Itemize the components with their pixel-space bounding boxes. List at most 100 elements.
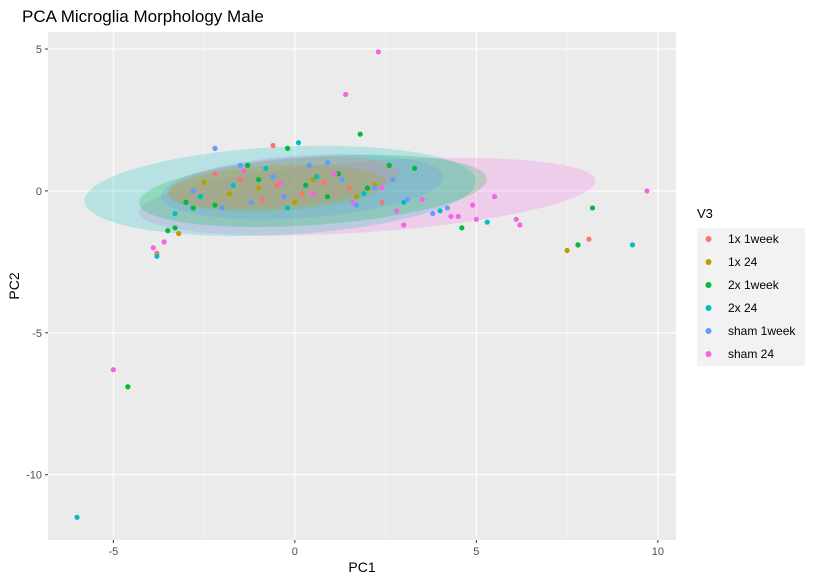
point-2x-1week	[575, 242, 581, 248]
point-sham-24	[491, 194, 498, 200]
point-1x-24	[310, 176, 316, 183]
point-2x-1week	[303, 182, 309, 188]
point-2x-24	[295, 140, 302, 146]
legend-label: 2x 24	[728, 301, 758, 315]
point-sham-24	[517, 222, 523, 228]
x-tick-label: 0	[292, 546, 298, 558]
x-axis-title: PC1	[348, 559, 375, 575]
legend-label: sham 1week	[728, 324, 796, 338]
point-1x-1week	[274, 182, 280, 188]
point-1x-1week	[321, 179, 327, 186]
point-1x-1week	[379, 199, 385, 205]
legend: V3 1x 1week 1x 24 2x 1week 2x 24 sham 1week s…	[697, 206, 805, 366]
point-sham-24	[379, 185, 385, 191]
point-2x-1week	[190, 205, 196, 211]
point-1x-24	[255, 185, 262, 191]
point-sham-24	[350, 199, 356, 205]
point-sham-1week	[212, 145, 218, 151]
point-2x-24	[230, 182, 236, 188]
confidence-ellipses	[84, 145, 596, 237]
point-sham-24	[343, 91, 349, 98]
point-2x-24	[361, 191, 367, 197]
point-2x-1week	[183, 199, 189, 205]
point-1x-24	[564, 247, 570, 254]
chart-title: PCA Microglia Morphology Male	[22, 7, 264, 26]
legend-swatch	[705, 328, 712, 334]
point-1x-1week	[212, 171, 218, 177]
point-sham-24	[473, 216, 479, 222]
y-tick-label: -5	[32, 328, 42, 340]
point-2x-24	[74, 514, 80, 520]
point-sham-24	[277, 179, 283, 186]
plot-panel	[48, 32, 676, 540]
point-sham-1week	[248, 199, 254, 205]
x-tick-label: 5	[473, 546, 479, 558]
point-2x-24	[401, 199, 407, 205]
point-sham-24	[150, 245, 156, 251]
ellipse-sham-24	[139, 157, 596, 236]
point-sham-24	[393, 208, 400, 214]
point-sham-1week	[237, 162, 243, 168]
point-2x-24	[154, 253, 160, 259]
point-sham-24	[375, 49, 381, 55]
point-sham-24	[644, 188, 650, 194]
point-sham-1week	[353, 202, 360, 208]
legend-title: V3	[697, 206, 713, 221]
point-2x-24	[263, 165, 269, 171]
point-sham-1week	[324, 159, 331, 166]
legend-swatch	[705, 259, 712, 265]
point-2x-24	[484, 219, 490, 225]
point-sham-1week	[219, 205, 225, 211]
point-1x-24	[226, 191, 233, 197]
point-sham-24	[332, 171, 338, 177]
point-sham-24	[241, 168, 247, 174]
point-1x-1week	[299, 191, 305, 197]
point-2x-1week	[172, 225, 178, 231]
point-2x-1week	[459, 225, 465, 231]
point-2x-24	[437, 208, 443, 214]
x-tick-label: -5	[108, 546, 118, 558]
point-sham-1week	[339, 176, 345, 183]
point-sham-1week	[390, 176, 396, 183]
point-sham-1week	[444, 205, 450, 211]
legend-swatch	[705, 236, 712, 242]
point-2x-24	[172, 211, 178, 217]
point-sham-24	[161, 239, 167, 245]
legend-label: sham 24	[728, 347, 774, 361]
point-1x-1week	[346, 185, 352, 191]
point-sham-1week	[190, 188, 196, 194]
y-tick-label: 0	[36, 186, 42, 198]
point-sham-1week	[270, 174, 276, 180]
point-1x-24	[353, 194, 360, 200]
point-2x-1week	[357, 131, 363, 137]
point-sham-24	[401, 222, 407, 228]
point-sham-24	[110, 367, 116, 373]
y-axis-title: PC2	[6, 272, 22, 299]
point-sham-24	[310, 191, 316, 197]
point-1x-24	[292, 199, 298, 205]
ellipse-1x-1week	[168, 156, 400, 209]
ellipse-2x-1week	[139, 154, 487, 228]
point-2x-24	[629, 242, 636, 248]
point-2x-1week	[284, 145, 291, 151]
point-sham-1week	[281, 194, 287, 200]
grid-lines	[48, 32, 676, 540]
legend-label: 1x 1week	[728, 232, 780, 246]
legend-label: 2x 1week	[728, 278, 780, 292]
legend-swatch	[705, 351, 712, 357]
point-sham-24	[448, 213, 454, 220]
point-2x-1week	[386, 162, 392, 168]
point-2x-1week	[165, 228, 171, 234]
point-sham-1week	[430, 211, 436, 217]
point-2x-1week	[255, 176, 262, 183]
point-2x-1week	[125, 384, 131, 390]
legend-swatch	[705, 305, 712, 311]
point-sham-1week	[372, 185, 378, 191]
ellipse-2x-24	[84, 145, 477, 237]
point-1x-1week	[237, 176, 243, 183]
point-sham-24	[419, 196, 425, 203]
point-1x-1week	[586, 236, 592, 242]
point-2x-1week	[324, 194, 331, 200]
point-sham-24	[513, 216, 519, 222]
